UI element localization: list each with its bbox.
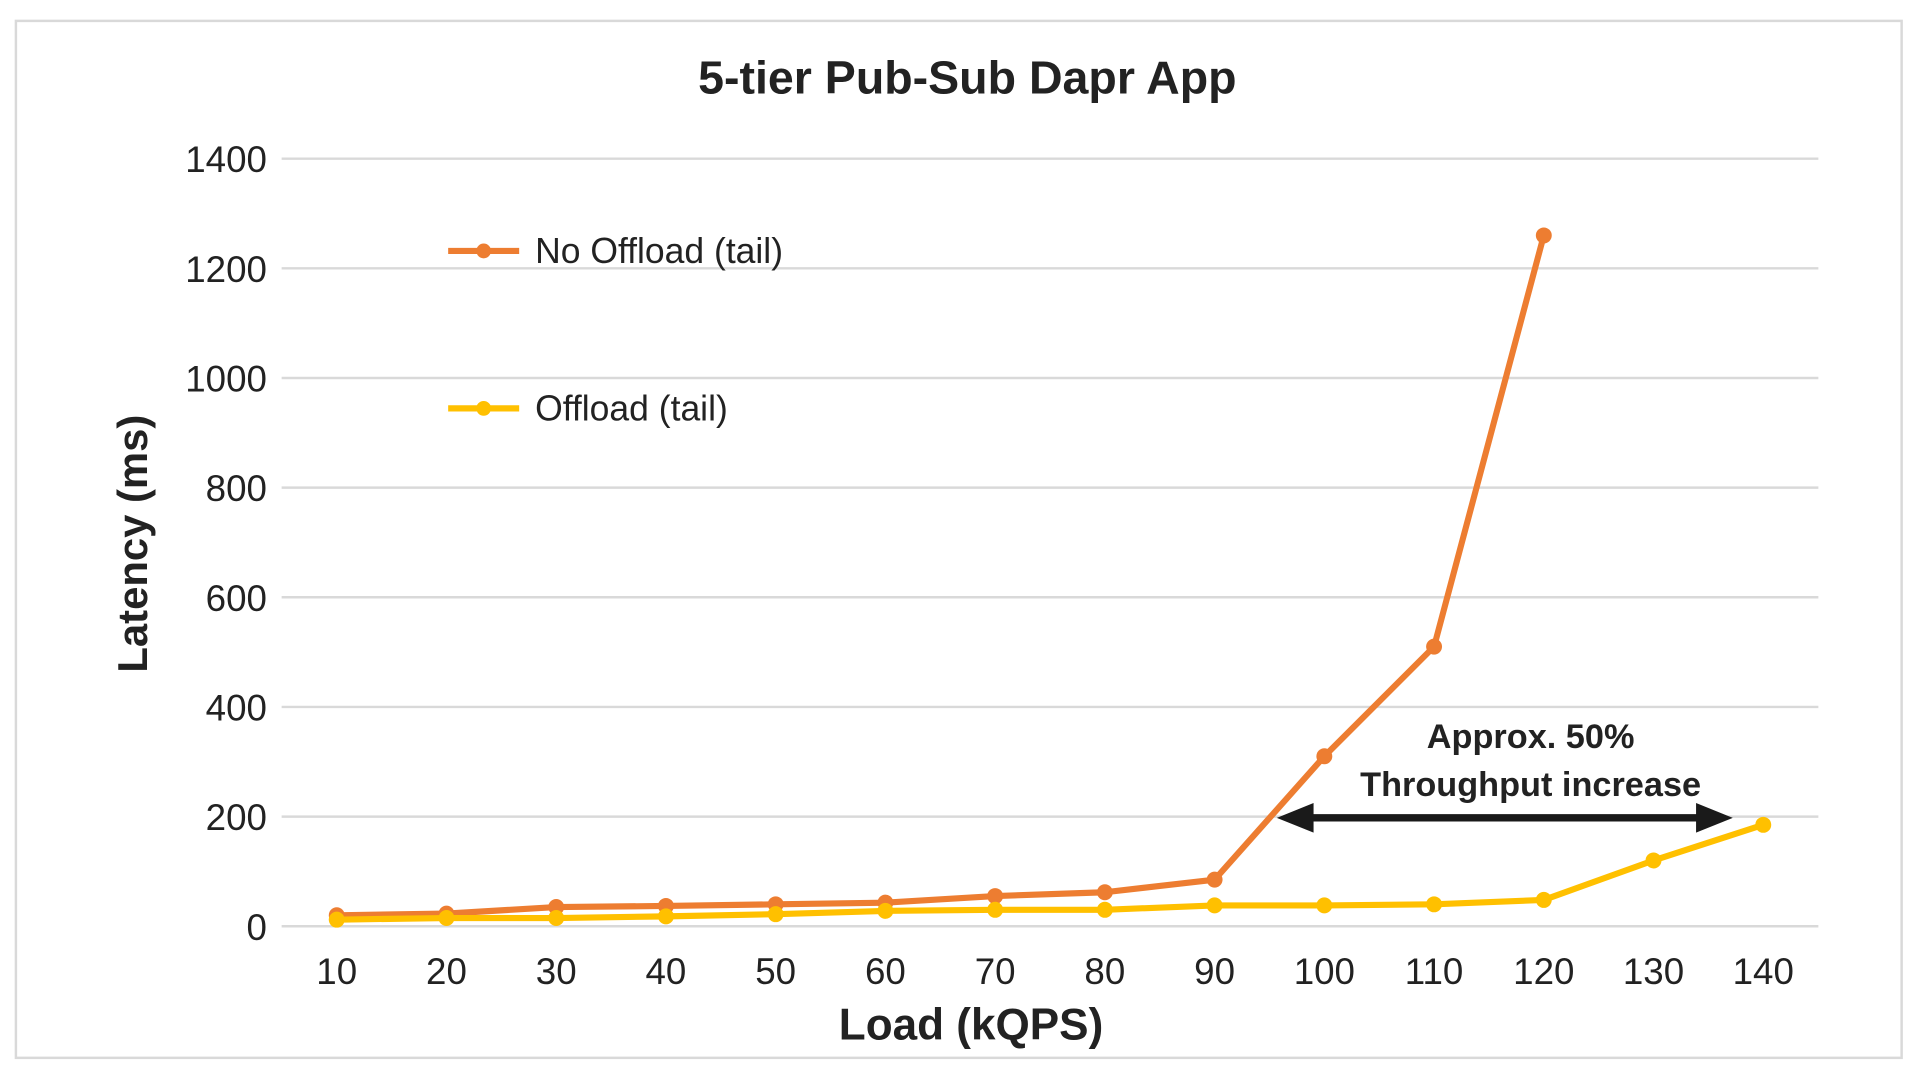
legend-label-no-offload: No Offload (tail) <box>535 231 783 271</box>
arrow-head-left <box>1276 803 1314 833</box>
data-point <box>1316 897 1333 914</box>
y-tick-labels: 0 200 400 600 800 1000 1200 1400 <box>185 139 267 948</box>
data-point <box>328 911 345 928</box>
x-tick-label: 90 <box>1194 951 1235 992</box>
data-point <box>1206 871 1223 888</box>
data-point <box>987 901 1004 918</box>
x-tick-label: 110 <box>1405 951 1464 992</box>
data-point <box>1096 884 1113 901</box>
data-point <box>767 906 784 923</box>
x-tick-label: 60 <box>865 951 906 992</box>
annotation-line-1: Approx. 50% <box>1427 718 1635 756</box>
y-tick-label: 1400 <box>185 139 267 180</box>
data-point <box>877 902 894 919</box>
legend-label-offload: Offload (tail) <box>535 389 728 429</box>
arrow-head-right <box>1696 803 1733 833</box>
series-line-1 <box>336 821 1765 923</box>
chart-frame <box>14 19 1903 1060</box>
x-tick-label: 140 <box>1733 951 1794 992</box>
x-tick-labels: 10 20 30 40 50 60 70 80 90 100 110 120 130 140 <box>316 951 1794 992</box>
data-point <box>1535 891 1552 908</box>
x-tick-label: 70 <box>975 951 1016 992</box>
x-tick-label: 10 <box>316 951 357 992</box>
data-point <box>987 888 1004 905</box>
legend-marker-offload <box>476 401 492 416</box>
data-point <box>548 910 565 927</box>
y-axis-label: Latency (ms) <box>109 415 156 673</box>
x-tick-label: 130 <box>1623 951 1684 992</box>
y-tick-label: 800 <box>206 468 267 509</box>
x-tick-label: 100 <box>1294 951 1355 992</box>
data-point <box>1426 638 1443 655</box>
data-point <box>1535 227 1552 244</box>
data-point <box>1096 901 1113 918</box>
data-point <box>657 908 674 925</box>
data-point <box>1426 896 1443 913</box>
x-axis-label: Load (kQPS) <box>839 1000 1103 1049</box>
y-tick-label: 600 <box>206 578 267 619</box>
throughput-annotation: Approx. 50% Throughput increase <box>1276 718 1733 833</box>
data-point <box>548 899 565 916</box>
legend-marker-no-offload <box>476 243 492 259</box>
data-point <box>438 910 455 927</box>
data-point <box>1206 897 1223 914</box>
y-tick-label: 200 <box>206 797 267 838</box>
y-tick-label: 1200 <box>185 249 267 290</box>
series-line-0 <box>336 234 1547 919</box>
y-tick-label: 0 <box>247 907 267 948</box>
y-tick-label: 400 <box>206 687 267 728</box>
x-tick-label: 40 <box>646 951 687 992</box>
x-tick-label: 120 <box>1513 951 1574 992</box>
x-tick-label: 50 <box>755 951 796 992</box>
data-point <box>1755 816 1772 833</box>
data-point <box>1316 748 1333 765</box>
y-tick-label: 1000 <box>185 358 267 399</box>
series-group <box>328 227 1772 928</box>
x-tick-label: 30 <box>536 951 577 992</box>
annotation-line-2: Throughput increase <box>1360 766 1701 804</box>
legend: No Offload (tail) Offload (tail) <box>448 231 783 429</box>
x-tick-label: 80 <box>1084 951 1125 992</box>
x-tick-label: 20 <box>426 951 467 992</box>
gridlines <box>281 157 1819 928</box>
data-point <box>1645 852 1662 869</box>
chart-title: 5-tier Pub-Sub Dapr App <box>698 51 1236 103</box>
